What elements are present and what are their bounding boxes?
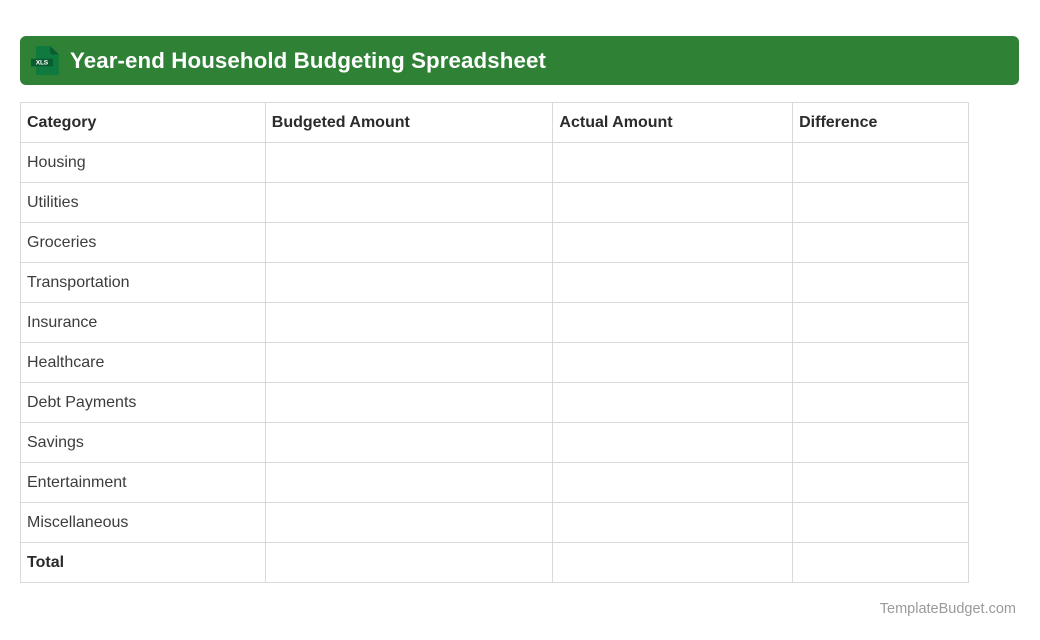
svg-text:XLS: XLS — [36, 60, 49, 67]
